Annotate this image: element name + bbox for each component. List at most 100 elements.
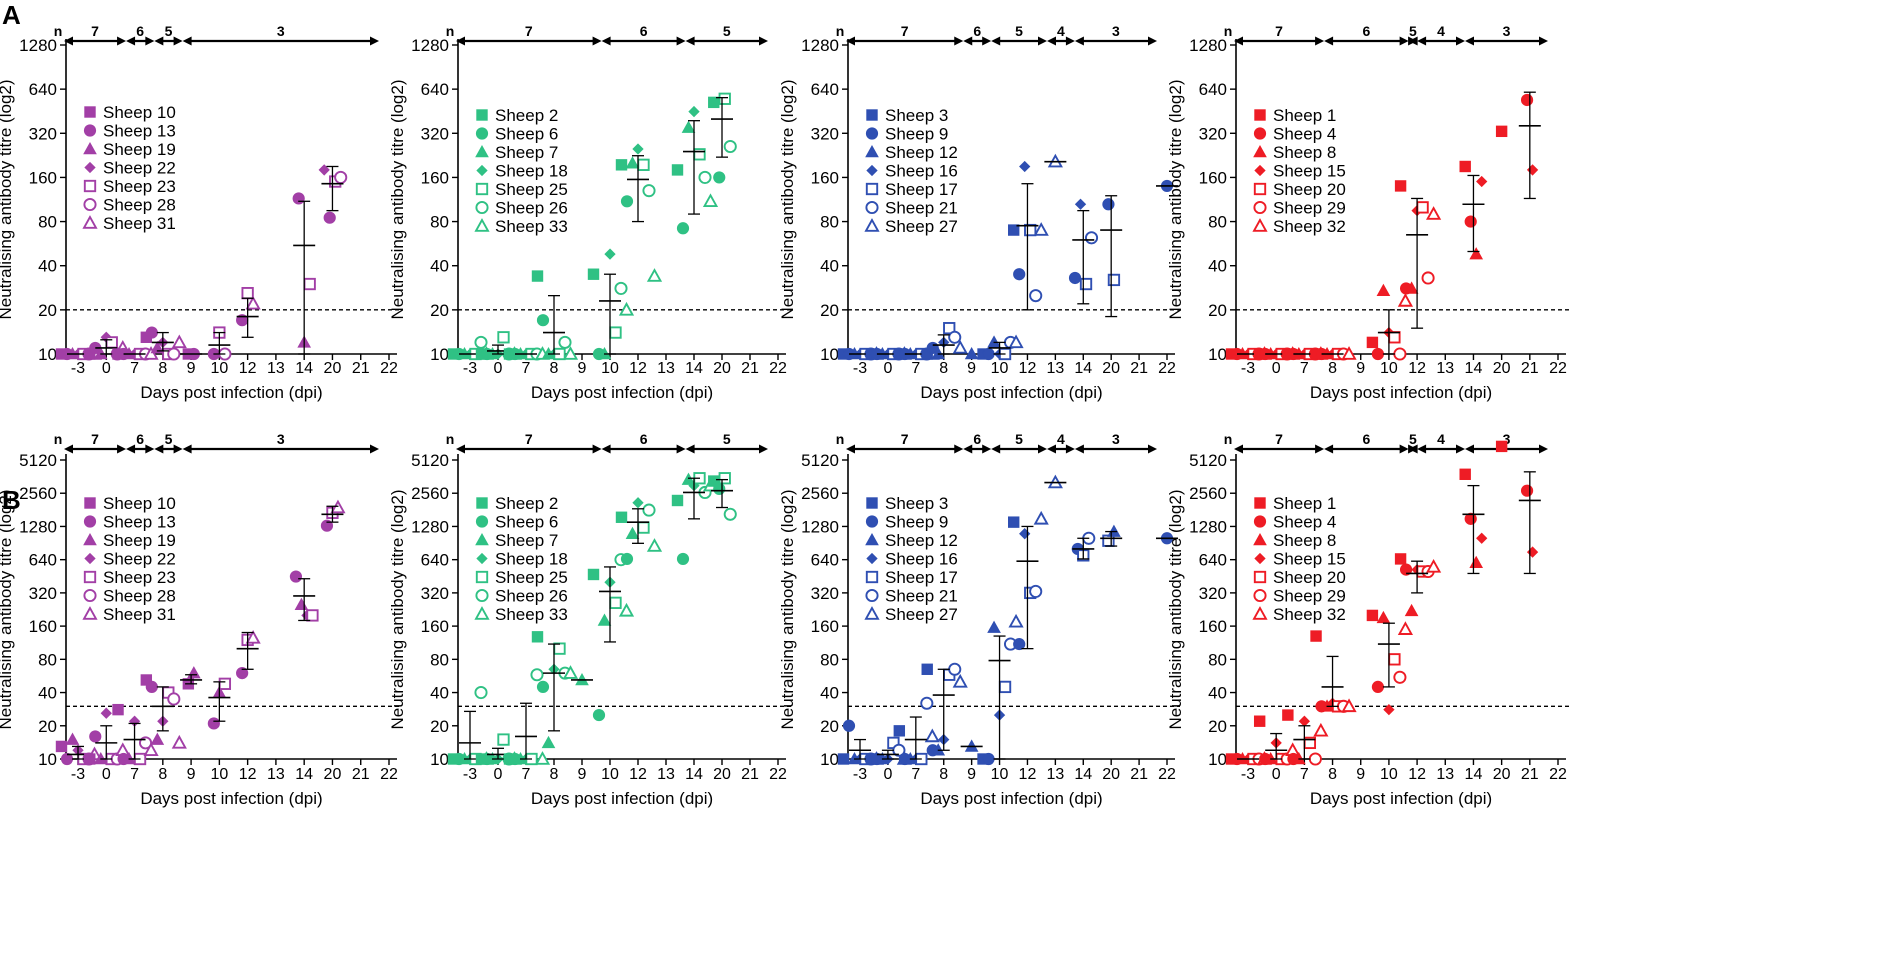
- n-arrow-head: [1065, 36, 1075, 46]
- legend-label: Sheep 16: [885, 162, 958, 181]
- data-group: [292, 192, 316, 355]
- data-point: [1383, 704, 1395, 716]
- legend-marker: [1253, 515, 1267, 528]
- legend-label: Sheep 18: [495, 162, 568, 181]
- legend-label: Sheep 22: [103, 159, 176, 178]
- x-tick-label: 13: [267, 360, 285, 377]
- x-tick-label: 8: [1328, 360, 1337, 377]
- data-point: [497, 733, 510, 746]
- data-point: [681, 120, 696, 133]
- y-tick-label: 20: [1208, 301, 1227, 320]
- legend-label: Sheep 1: [1273, 494, 1336, 513]
- legend-marker: [865, 570, 879, 584]
- data-point: [620, 552, 634, 566]
- data-point: [688, 105, 700, 118]
- n-arrow-head: [1046, 444, 1056, 454]
- y-tick-label: 10: [1208, 345, 1227, 364]
- n-segment-label: 7: [901, 431, 909, 447]
- data-point: [1310, 630, 1322, 642]
- y-axis-label: Neutralising antibody titre (log2): [1166, 489, 1185, 729]
- legend-label: Sheep 2: [495, 494, 558, 513]
- y-tick-label: 80: [38, 213, 57, 232]
- x-tick-label: 14: [1074, 360, 1092, 377]
- x-tick-label: 14: [295, 766, 313, 783]
- data-point: [642, 503, 656, 517]
- data-point: [1469, 247, 1484, 260]
- data-point: [1341, 346, 1357, 360]
- data-point: [987, 620, 1001, 633]
- n-arrow-head: [456, 444, 465, 454]
- x-tick-label: 8: [550, 766, 559, 783]
- data-point: [609, 596, 622, 609]
- data-point: [1313, 722, 1329, 737]
- data-point: [998, 680, 1012, 694]
- data-point: [1495, 440, 1508, 453]
- data-group: [1156, 532, 1178, 545]
- data-point: [1526, 164, 1539, 176]
- data-point: [1298, 715, 1311, 727]
- legend-marker: [84, 161, 96, 174]
- legend-marker: [866, 164, 878, 177]
- y-axis-label: Neutralising antibody titre (log2): [388, 79, 407, 319]
- x-tick-label: 20: [324, 766, 342, 783]
- legend-label: Sheep 19: [103, 140, 176, 159]
- data-point: [1366, 609, 1379, 622]
- data-point: [982, 347, 995, 361]
- n-arrow-head: [1456, 36, 1465, 46]
- data-group: [236, 286, 261, 338]
- y-axis-label: Neutralising antibody titre (log2): [778, 489, 797, 729]
- x-tick-label: 7: [522, 360, 531, 377]
- data-point: [1394, 553, 1407, 565]
- y-tick-label: 5120: [19, 451, 57, 470]
- data-point: [615, 511, 628, 523]
- n-arrow-head: [1408, 444, 1418, 454]
- y-tick-label: 80: [820, 650, 839, 669]
- data-group: [1068, 198, 1099, 305]
- data-group: [1518, 91, 1541, 200]
- y-tick-label: 640: [421, 551, 449, 570]
- legend-marker: [475, 588, 489, 603]
- n-segment-label: 3: [277, 431, 285, 447]
- data-point: [1388, 653, 1401, 666]
- data-group: [1495, 440, 1508, 453]
- data-group: [1253, 715, 1301, 766]
- n-segment-label: 5: [1015, 431, 1023, 447]
- x-tick-label: 20: [713, 360, 731, 377]
- data-group: [671, 105, 719, 235]
- legend-marker: [83, 124, 97, 137]
- x-axis-label: Days post infection (dpi): [920, 789, 1102, 808]
- legend-label: Sheep 20: [1273, 180, 1346, 199]
- data-point: [702, 193, 719, 208]
- data-group: [977, 613, 1024, 766]
- n-arrow-head: [154, 444, 164, 454]
- x-tick-label: 9: [1356, 360, 1365, 377]
- legend-label: Sheep 12: [885, 143, 958, 162]
- n-arrow-head: [117, 36, 127, 46]
- data-group: [318, 164, 348, 224]
- x-tick-label: 21: [741, 360, 759, 377]
- n-arrow-head: [1065, 444, 1075, 454]
- y-tick-label: 320: [811, 584, 839, 603]
- data-point: [614, 281, 628, 295]
- legend-label: Sheep 22: [103, 550, 176, 569]
- x-tick-label: 9: [967, 766, 976, 783]
- x-tick-label: 20: [324, 360, 342, 377]
- x-tick-label: 13: [1436, 360, 1454, 377]
- legend-label: Sheep 7: [495, 531, 558, 550]
- data-point: [294, 597, 309, 611]
- x-tick-label: 7: [911, 360, 920, 377]
- data-point: [708, 96, 720, 109]
- chart-panel-B4: 10204080160320640128025605120Neutralisin…: [1166, 431, 1571, 808]
- legend-label: Sheep 29: [1273, 199, 1346, 218]
- legend-marker: [83, 515, 97, 528]
- data-point: [1008, 224, 1020, 236]
- n-segment-label: 3: [1503, 23, 1511, 39]
- data-point: [55, 740, 68, 753]
- data-point: [145, 326, 158, 339]
- x-tick-label: 0: [494, 360, 503, 377]
- data-point: [534, 751, 551, 765]
- data-point: [948, 330, 962, 344]
